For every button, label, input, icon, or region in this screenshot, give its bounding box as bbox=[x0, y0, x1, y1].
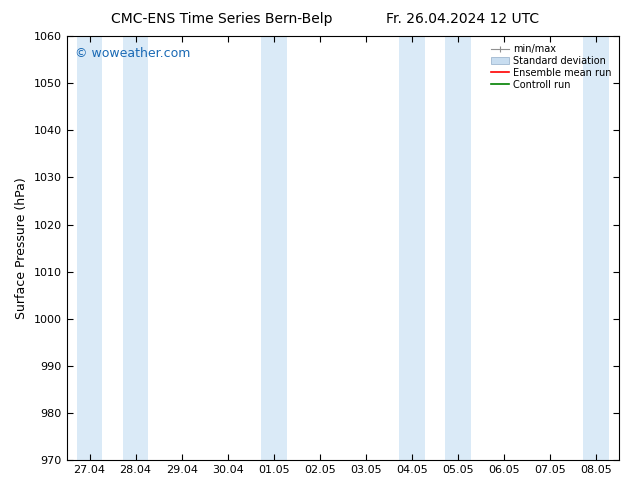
Text: © woweather.com: © woweather.com bbox=[75, 47, 190, 60]
Text: Fr. 26.04.2024 12 UTC: Fr. 26.04.2024 12 UTC bbox=[386, 12, 540, 26]
Bar bbox=[445, 36, 471, 460]
Text: CMC-ENS Time Series Bern-Belp: CMC-ENS Time Series Bern-Belp bbox=[111, 12, 333, 26]
Bar bbox=[77, 36, 103, 460]
Bar bbox=[261, 36, 287, 460]
Bar bbox=[123, 36, 148, 460]
Bar bbox=[583, 36, 609, 460]
Legend: min/max, Standard deviation, Ensemble mean run, Controll run: min/max, Standard deviation, Ensemble me… bbox=[488, 41, 614, 93]
Y-axis label: Surface Pressure (hPa): Surface Pressure (hPa) bbox=[15, 177, 28, 319]
Bar bbox=[399, 36, 425, 460]
